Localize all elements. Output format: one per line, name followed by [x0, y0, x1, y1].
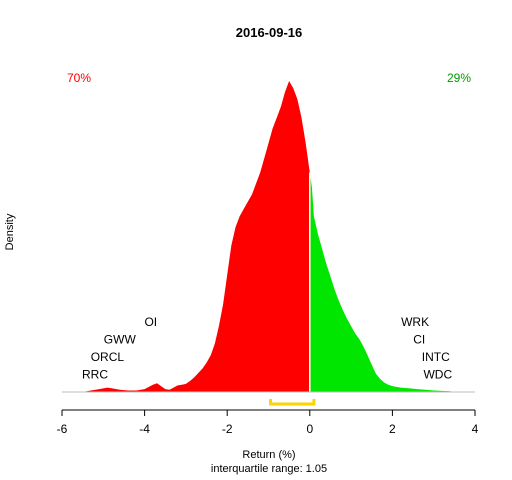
x-axis-label: Return (%) [242, 449, 295, 461]
x-tick-label: 0 [306, 422, 313, 436]
ticker-label: RRC [82, 368, 108, 382]
density-areas [82, 81, 455, 392]
iqr-caption: interquartile range: 1.05 [211, 463, 327, 475]
y-axis-label: Density [4, 213, 16, 250]
x-tick-label: -6 [57, 422, 68, 436]
ticker-label: INTC [422, 350, 450, 364]
ticker-label: OI [144, 315, 157, 329]
chart-title: 2016-09-16 [236, 25, 303, 40]
x-tick-label: -2 [222, 422, 233, 436]
x-tick-label: 2 [389, 422, 396, 436]
negative-density-area [82, 81, 310, 392]
positive-density-area [309, 172, 455, 392]
positive-percentage: 29% [447, 71, 471, 85]
ticker-label: WRK [401, 315, 429, 329]
x-tick-label: -4 [139, 422, 150, 436]
ticker-label: ORCL [91, 350, 125, 364]
ticker-label: GWW [104, 333, 137, 347]
x-tick-label: 4 [472, 422, 479, 436]
ticker-label: CI [413, 333, 425, 347]
iqr-bracket [269, 399, 316, 406]
ticker-labels: OI GWW ORCL RRC WRK CI INTC WDC [82, 315, 452, 382]
ticker-label: WDC [423, 368, 452, 382]
negative-percentage: 70% [67, 71, 91, 85]
iqr-line [269, 399, 316, 406]
x-axis: -6 -4 -2 0 2 4 [57, 409, 479, 436]
